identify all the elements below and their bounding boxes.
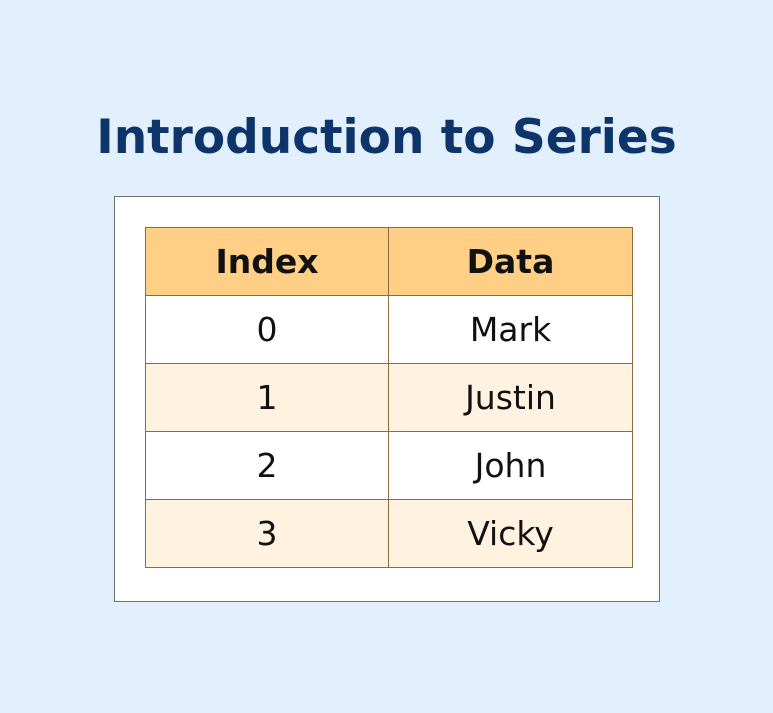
table-row: 2 John [145,431,633,500]
index-column-header: Index [145,227,389,296]
data-cell: Mark [388,295,633,364]
table-header-row: Index Data [145,227,633,296]
index-cell: 2 [145,431,389,500]
series-table: Index Data 0 Mark 1 Justin 2 John 3 Vick… [145,227,633,568]
index-cell: 1 [145,363,389,432]
page-title: Introduction to Series [96,110,677,165]
table-row: 0 Mark [145,295,633,364]
data-cell: Justin [388,363,633,432]
index-cell: 0 [145,295,389,364]
data-cell: John [388,431,633,500]
index-cell: 3 [145,499,389,568]
data-cell: Vicky [388,499,633,568]
series-card: Index Data 0 Mark 1 Justin 2 John 3 Vick… [114,196,660,602]
table-row: 3 Vicky [145,499,633,568]
data-column-header: Data [388,227,633,296]
table-row: 1 Justin [145,363,633,432]
